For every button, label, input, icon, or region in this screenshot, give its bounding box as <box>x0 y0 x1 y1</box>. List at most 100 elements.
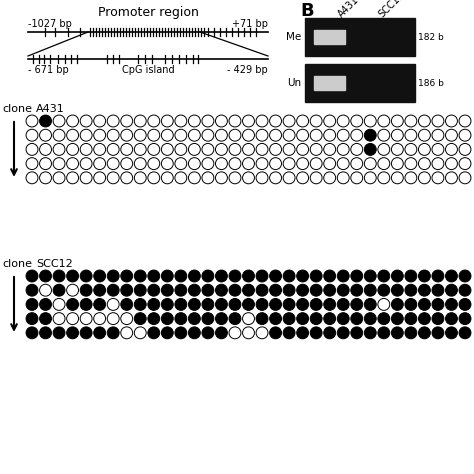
Circle shape <box>161 115 173 127</box>
Circle shape <box>189 129 201 141</box>
Circle shape <box>392 144 403 155</box>
Circle shape <box>297 299 309 310</box>
Circle shape <box>446 144 457 155</box>
Circle shape <box>405 299 417 310</box>
Circle shape <box>310 313 322 325</box>
Circle shape <box>134 129 146 141</box>
Circle shape <box>175 284 187 296</box>
Circle shape <box>161 299 173 310</box>
Circle shape <box>351 144 363 155</box>
Circle shape <box>405 158 417 170</box>
Circle shape <box>446 270 457 282</box>
Circle shape <box>134 313 146 325</box>
Circle shape <box>365 129 376 141</box>
Circle shape <box>337 327 349 339</box>
Circle shape <box>121 129 133 141</box>
Circle shape <box>80 158 92 170</box>
Circle shape <box>392 172 403 184</box>
Circle shape <box>419 270 430 282</box>
Circle shape <box>94 144 106 155</box>
Circle shape <box>297 158 309 170</box>
Circle shape <box>459 172 471 184</box>
Circle shape <box>229 144 241 155</box>
Circle shape <box>121 158 133 170</box>
Circle shape <box>134 172 146 184</box>
Circle shape <box>26 172 38 184</box>
Circle shape <box>256 299 268 310</box>
Circle shape <box>283 172 295 184</box>
Circle shape <box>148 115 160 127</box>
Circle shape <box>243 327 255 339</box>
Circle shape <box>148 129 160 141</box>
Circle shape <box>446 158 457 170</box>
Circle shape <box>337 158 349 170</box>
Circle shape <box>337 115 349 127</box>
Circle shape <box>175 115 187 127</box>
Circle shape <box>134 327 146 339</box>
Circle shape <box>243 299 255 310</box>
Circle shape <box>148 327 160 339</box>
Text: +71 bp: +71 bp <box>232 19 268 29</box>
Circle shape <box>121 313 133 325</box>
Text: 186 b: 186 b <box>418 79 444 88</box>
Circle shape <box>80 299 92 310</box>
Circle shape <box>446 313 457 325</box>
Circle shape <box>324 327 336 339</box>
Circle shape <box>229 299 241 310</box>
Circle shape <box>121 270 133 282</box>
Circle shape <box>419 158 430 170</box>
Circle shape <box>419 129 430 141</box>
Circle shape <box>351 299 363 310</box>
Circle shape <box>202 284 214 296</box>
Circle shape <box>148 270 160 282</box>
Circle shape <box>459 270 471 282</box>
Circle shape <box>39 327 52 339</box>
Circle shape <box>405 115 417 127</box>
Circle shape <box>405 270 417 282</box>
Circle shape <box>283 284 295 296</box>
Circle shape <box>202 144 214 155</box>
Circle shape <box>337 129 349 141</box>
Bar <box>305 18 415 56</box>
Circle shape <box>134 144 146 155</box>
Circle shape <box>107 299 119 310</box>
Circle shape <box>351 129 363 141</box>
Circle shape <box>365 144 376 155</box>
Circle shape <box>324 144 336 155</box>
Text: A431: A431 <box>36 104 65 114</box>
Circle shape <box>432 158 444 170</box>
Circle shape <box>148 144 160 155</box>
Circle shape <box>26 299 38 310</box>
Circle shape <box>270 313 282 325</box>
Bar <box>314 76 345 90</box>
Circle shape <box>148 158 160 170</box>
Circle shape <box>107 115 119 127</box>
Circle shape <box>67 115 79 127</box>
Circle shape <box>175 327 187 339</box>
Circle shape <box>107 313 119 325</box>
Circle shape <box>283 158 295 170</box>
Circle shape <box>419 172 430 184</box>
Circle shape <box>107 327 119 339</box>
Circle shape <box>351 313 363 325</box>
Circle shape <box>107 158 119 170</box>
Circle shape <box>121 172 133 184</box>
Circle shape <box>53 172 65 184</box>
Circle shape <box>80 144 92 155</box>
Circle shape <box>216 158 228 170</box>
Text: Me: Me <box>286 32 301 42</box>
Circle shape <box>202 115 214 127</box>
Text: - 671 bp: - 671 bp <box>28 65 69 75</box>
Circle shape <box>419 144 430 155</box>
Circle shape <box>243 270 255 282</box>
Circle shape <box>80 313 92 325</box>
Circle shape <box>337 284 349 296</box>
Circle shape <box>26 313 38 325</box>
Text: CpG island: CpG island <box>122 65 174 75</box>
Circle shape <box>351 115 363 127</box>
Circle shape <box>94 284 106 296</box>
Circle shape <box>67 327 79 339</box>
Circle shape <box>26 284 38 296</box>
Circle shape <box>324 313 336 325</box>
Circle shape <box>324 158 336 170</box>
